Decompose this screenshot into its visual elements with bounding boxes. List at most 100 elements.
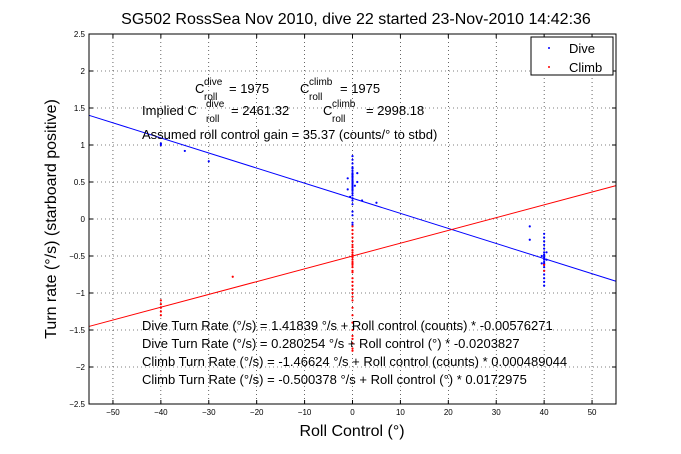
dive-point <box>543 247 546 250</box>
x-tick-label: −50 <box>106 408 120 417</box>
x-tick-label: 40 <box>540 408 549 417</box>
dive-point <box>543 284 546 287</box>
y-tick-label: −2.5 <box>69 400 85 409</box>
dive-point <box>351 189 354 192</box>
implied-dive-sub: roll <box>206 114 219 125</box>
implied-climb-sub: roll <box>332 114 345 125</box>
climb-point <box>351 295 354 298</box>
c-dive-symbol: C <box>195 81 204 96</box>
y-tick-label: −1.5 <box>69 326 85 335</box>
x-tick-label: 0 <box>350 408 355 417</box>
climb-point <box>159 306 162 309</box>
dive-fit-degrees-equation: Dive Turn Rate (°/s) = 0.280254 °/s + Ro… <box>142 336 520 351</box>
c-climb-sub: roll <box>309 92 322 103</box>
climb-point <box>351 284 354 287</box>
dive-point <box>543 256 546 259</box>
x-tick-label: −20 <box>250 408 264 417</box>
implied-climb-value: = 2998.18 <box>366 103 424 118</box>
dive-point <box>543 266 546 269</box>
x-tick-label: −40 <box>154 408 168 417</box>
implied-label: Implied C <box>142 103 197 118</box>
climb-point <box>159 314 162 317</box>
dive-point <box>360 199 364 202</box>
dive-point <box>540 262 543 265</box>
climb-point <box>159 310 162 313</box>
dive-point <box>356 180 359 184</box>
dive-point <box>351 169 354 172</box>
dive-point <box>543 258 546 261</box>
implied-dive-sup: dive <box>206 99 225 110</box>
y-tick-label: 0 <box>81 215 86 224</box>
y-tick-label: −0.5 <box>69 252 85 261</box>
c-dive-value: = 1975 <box>229 81 269 96</box>
x-axis-label: Roll Control (°) <box>299 423 404 440</box>
dive-point <box>351 162 354 165</box>
climb-point <box>351 337 354 340</box>
dive-point <box>543 280 546 283</box>
climb-point <box>351 277 354 280</box>
dive-point <box>375 201 378 204</box>
climb-point <box>351 314 354 317</box>
climb-point <box>159 299 162 302</box>
climb-point <box>351 258 354 261</box>
x-tick-label: 30 <box>492 408 501 417</box>
dive-point <box>543 277 546 280</box>
dive-point <box>351 155 354 158</box>
climb-point <box>543 263 546 266</box>
climb-point <box>351 349 354 352</box>
dive-point <box>351 214 354 217</box>
climb-fit-degrees-equation: Climb Turn Rate (°/s) = -0.500378 °/s + … <box>142 372 527 387</box>
dive-point <box>346 177 349 180</box>
dive-point <box>351 197 354 200</box>
climb-point <box>351 251 354 254</box>
dive-point <box>351 192 354 195</box>
dive-point <box>543 232 546 235</box>
dive-point <box>351 194 354 197</box>
x-tick-label: −30 <box>202 408 216 417</box>
roll-gain-annotation: Assumed roll control gain = 35.37 (count… <box>142 127 437 142</box>
dive-fit-counts-equation: Dive Turn Rate (°/s) = 1.41839 °/s + Rol… <box>142 318 553 333</box>
c-climb-value: = 1975 <box>340 81 380 96</box>
climb-point <box>351 225 354 228</box>
x-tick-label: −10 <box>298 408 312 417</box>
climb-point <box>351 342 354 345</box>
climb-point <box>351 328 354 332</box>
dive-point <box>349 195 352 198</box>
climb-point <box>351 240 354 243</box>
dive-point <box>540 254 543 258</box>
climb-point <box>351 243 354 246</box>
chart-title: SG502 RossSea Nov 2010, dive 22 started … <box>121 11 591 28</box>
dive-point <box>351 203 354 206</box>
dive-point <box>207 160 210 163</box>
implied-dive-value: = 2461.32 <box>231 103 289 118</box>
y-tick-label: −2 <box>76 363 86 372</box>
climb-point <box>351 232 354 235</box>
dive-point <box>528 238 531 241</box>
dive-point <box>351 158 354 161</box>
c-climb-symbol: C <box>300 81 309 96</box>
dive-point <box>351 210 354 213</box>
axis-ticks: −50 −40 −30 −20 −10 0 10 20 30 40 50−2.5−2−1.5−1−0… <box>69 30 616 417</box>
y-tick-label: 1.5 <box>74 104 86 113</box>
c-climb-sup: climb <box>309 77 333 88</box>
y-tick-label: 0.5 <box>74 178 86 187</box>
dive-point <box>543 273 546 276</box>
climb-point <box>351 280 354 283</box>
annotations: C dive roll = 1975 C climb roll = 1975 I… <box>142 77 567 387</box>
legend-dive-marker <box>548 47 550 49</box>
x-tick-label: 50 <box>588 408 597 417</box>
dive-point <box>356 172 359 175</box>
climb-point <box>351 266 354 269</box>
climb-point <box>351 291 354 295</box>
y-tick-label: 2.5 <box>74 30 86 39</box>
climb-point <box>351 256 354 259</box>
climb-point <box>351 321 354 324</box>
dive-point <box>353 184 356 187</box>
x-tick-label: 20 <box>444 408 453 417</box>
climb-point <box>351 288 354 291</box>
dive-point <box>346 188 349 191</box>
legend: Dive Climb <box>530 36 614 76</box>
climb-point <box>351 246 354 249</box>
climb-point <box>351 271 354 274</box>
